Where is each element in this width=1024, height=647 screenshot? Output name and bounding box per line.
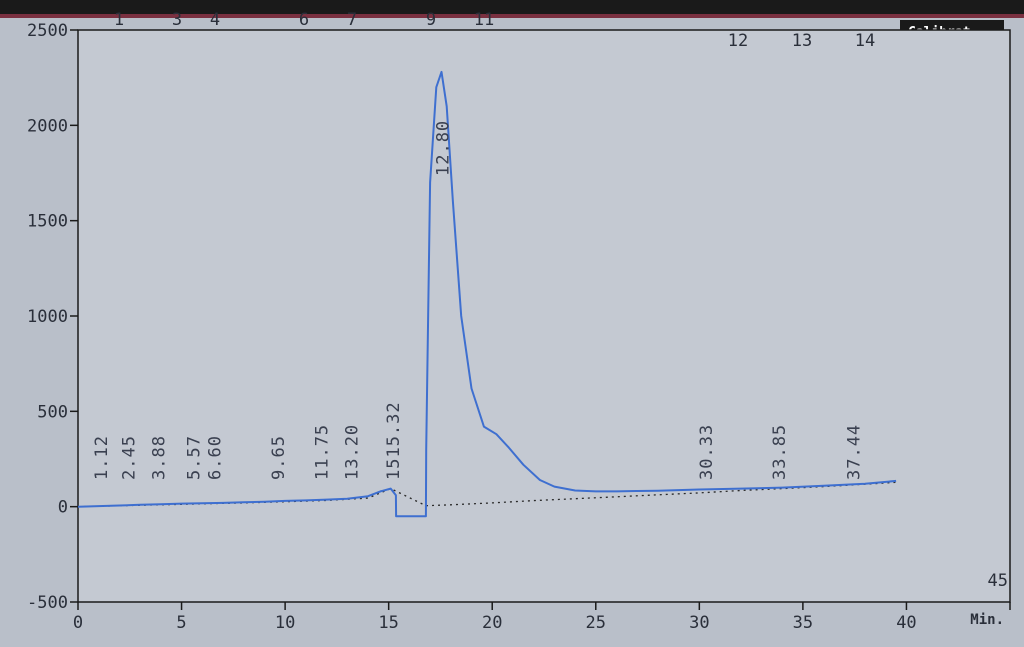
- x-tick-label: 35: [793, 613, 813, 633]
- retention-time-label: 2.45: [120, 435, 140, 480]
- retention-time-label: 37.44: [844, 424, 864, 480]
- retention-time-label: 5.57: [184, 435, 204, 480]
- retention-time-label: 30.33: [697, 424, 717, 480]
- x-tick-label: 40: [896, 613, 916, 633]
- peak-number: 14: [855, 31, 875, 51]
- peak-number: 7: [347, 10, 357, 30]
- peak-number: 4: [210, 10, 220, 30]
- retention-time-label: 6.60: [206, 435, 226, 480]
- retention-time-label: 9.65: [269, 435, 289, 480]
- peak-number: 3: [172, 10, 182, 30]
- peak-number: 6: [299, 10, 309, 30]
- retention-time-label: 13.20: [342, 424, 362, 480]
- x-tick-label: 0: [73, 613, 83, 633]
- y-tick-label: 500: [37, 402, 68, 422]
- retention-time-label: 3.88: [149, 435, 169, 480]
- retention-time-label: 33.85: [770, 424, 790, 480]
- y-tick-label: 1500: [27, 212, 68, 232]
- y-tick-label: 1000: [27, 307, 68, 327]
- y-tick-label: 2500: [27, 21, 68, 41]
- x-tick-label: 5: [176, 613, 186, 633]
- top-bar-accent: [0, 14, 1024, 18]
- peak-number: 9: [426, 10, 436, 30]
- retention-time-label: 11.75: [312, 424, 332, 480]
- retention-time-label: 1.12: [92, 435, 112, 480]
- peak-number: 1: [114, 10, 124, 30]
- x-axis-label: Min.: [970, 612, 1004, 628]
- x-tick-label: 20: [482, 613, 502, 633]
- retention-time-label: 12.80: [434, 120, 454, 176]
- plot-area: [77, 29, 1011, 603]
- top-bar: [0, 0, 1024, 14]
- x-tick-label: 10: [275, 613, 295, 633]
- peak-number: 12: [728, 31, 748, 51]
- x-tick-label: 45: [988, 571, 1008, 591]
- y-tick-label: 0: [58, 498, 68, 518]
- x-tick-label: 30: [689, 613, 709, 633]
- x-tick-label: 25: [586, 613, 606, 633]
- y-tick-label: -500: [27, 593, 68, 613]
- peak-number: 13: [792, 31, 812, 51]
- y-tick-label: 2000: [27, 116, 68, 136]
- peak-number: 11: [474, 10, 494, 30]
- signal-trace: [77, 70, 897, 518]
- x-tick-label: 15: [378, 613, 398, 633]
- retention-time-label: 1515.32: [384, 401, 404, 480]
